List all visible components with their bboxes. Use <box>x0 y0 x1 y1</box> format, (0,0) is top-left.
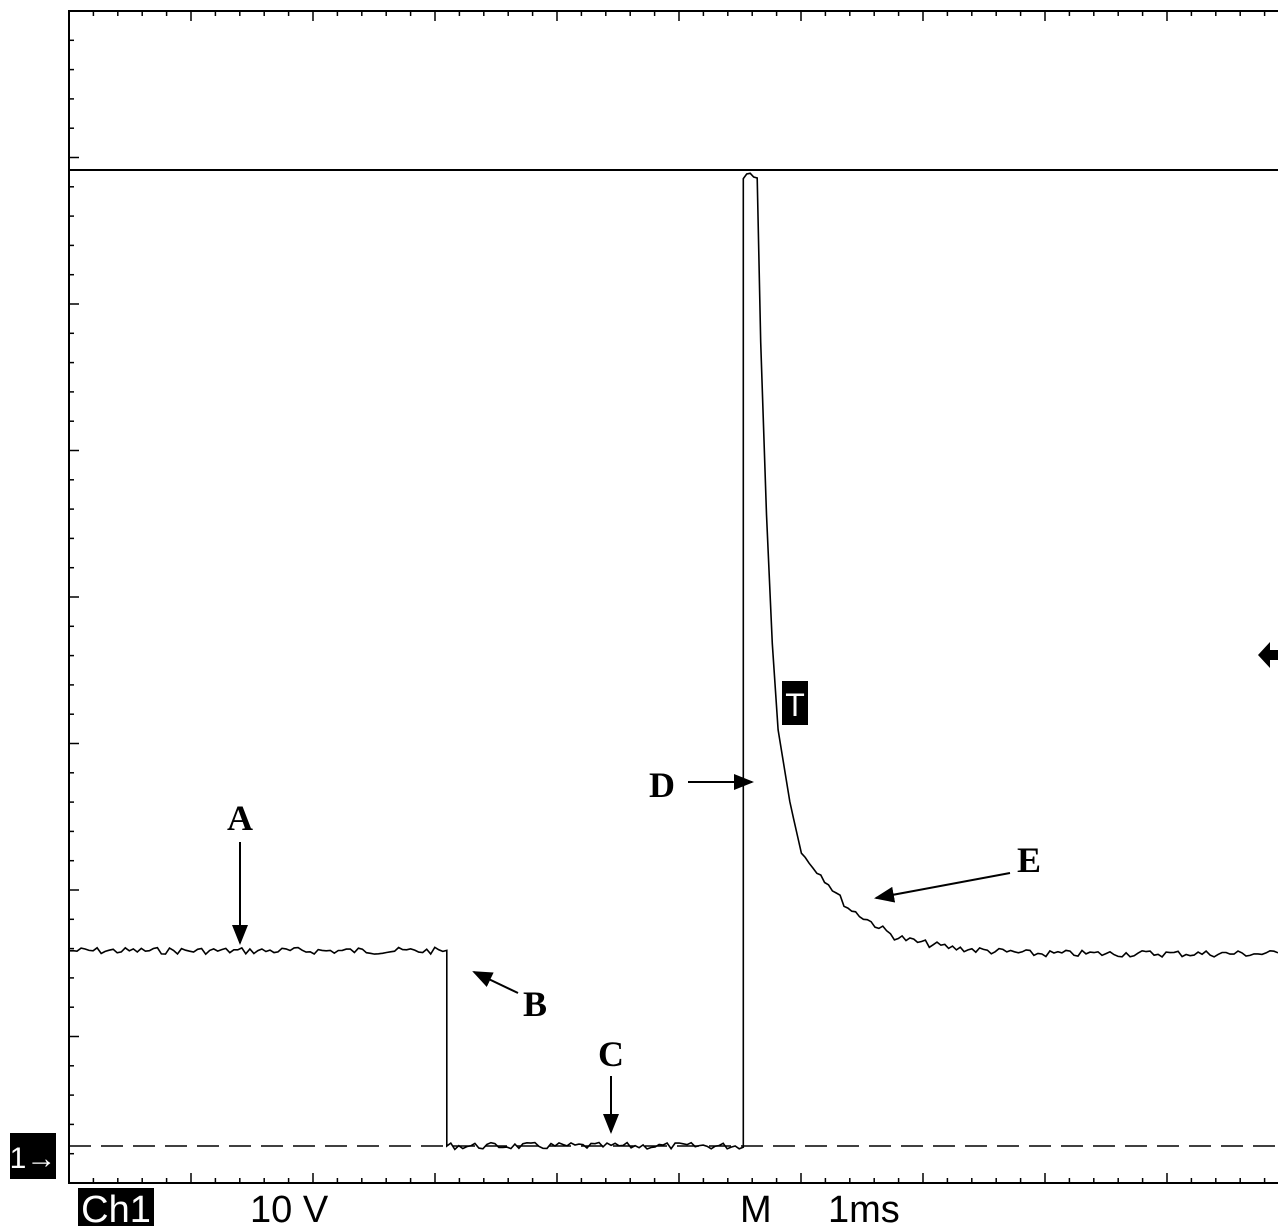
channel-badge <box>78 1188 154 1226</box>
label-b: B <box>523 984 547 1024</box>
trigger-level-icon <box>1258 642 1278 668</box>
trigger-marker-icon <box>782 681 808 725</box>
arrow-b <box>472 971 519 994</box>
volts-per-div: 10 V <box>250 1189 329 1226</box>
channel-marker-label: 1→ <box>10 1142 57 1175</box>
graticule-ticks <box>68 10 1266 1184</box>
label-c: C <box>598 1034 624 1074</box>
ch1-waveform <box>68 172 1278 1151</box>
channel-marker-icon <box>10 1133 56 1179</box>
channel-label: Ch1 <box>81 1189 151 1226</box>
arrow-e <box>874 872 1011 903</box>
label-e: E <box>1017 840 1041 880</box>
time-per-div: 1ms <box>828 1189 900 1226</box>
graticule-frame <box>68 10 1278 1184</box>
trigger-marker-label: T <box>785 687 805 723</box>
timebase-mode: M <box>740 1189 772 1226</box>
label-a: A <box>227 798 253 838</box>
label-d: D <box>649 765 675 805</box>
